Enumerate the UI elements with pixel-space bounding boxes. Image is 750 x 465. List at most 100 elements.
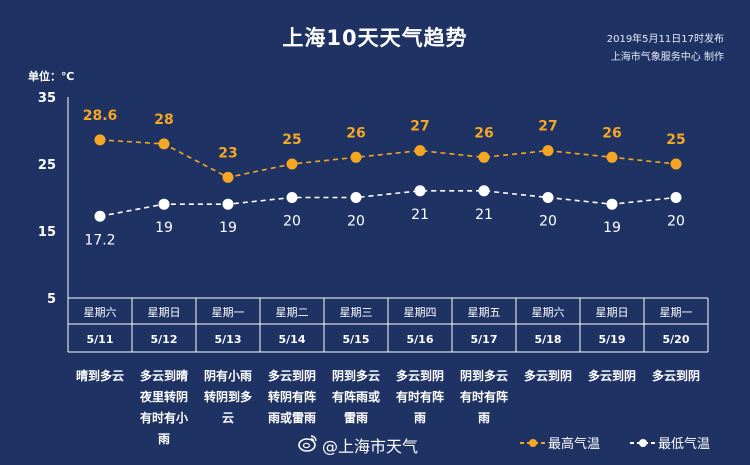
data-label-high: 25	[282, 132, 301, 148]
weather-desc: 阴到多云 有阵雨或 雷雨	[324, 366, 389, 429]
data-label-low: 17.2	[84, 232, 115, 248]
data-label-high: 26	[602, 125, 621, 141]
data-label-high: 27	[410, 119, 429, 135]
weather-desc-line: 多云到阴	[587, 369, 636, 383]
data-label-high: 28.6	[83, 108, 118, 124]
point-low	[670, 192, 682, 203]
point-low	[542, 192, 554, 203]
y-tick-label: 5	[47, 292, 56, 307]
point-high	[94, 134, 106, 146]
data-label-high: 26	[474, 125, 493, 141]
point-high	[158, 138, 170, 150]
data-label-high: 26	[346, 125, 365, 141]
weather-desc-line: 阴有小雨	[203, 369, 252, 383]
weather-desc-line: 多云到晴	[139, 369, 188, 383]
issue-time: 2019年5月11日17时发布	[606, 34, 724, 45]
point-high	[606, 151, 618, 163]
point-high	[414, 145, 426, 157]
data-label-low: 20	[283, 214, 301, 230]
weekday-label: 星期六	[84, 306, 117, 319]
date-label: 5/15	[343, 333, 370, 346]
data-label-low: 21	[411, 207, 429, 223]
weather-desc: 多云到阴	[580, 366, 645, 387]
weekday-label: 星期五	[468, 306, 501, 319]
weather-desc-line: 有时有小	[139, 411, 188, 425]
data-label-high: 28	[154, 112, 173, 128]
data-label-high: 23	[218, 145, 237, 161]
date-label: 5/12	[151, 333, 178, 346]
weekday-label: 星期六	[532, 306, 565, 319]
point-low	[94, 210, 106, 222]
data-label-low: 21	[475, 207, 493, 223]
weather-desc-line: 阴到多云	[459, 369, 508, 383]
data-label-low: 19	[603, 220, 621, 236]
weekday-label: 星期四	[404, 306, 437, 319]
weather-desc: 阴有小雨 转阴到多云	[196, 366, 261, 429]
date-label: 5/17	[471, 333, 498, 346]
weather-desc: 多云到阴转阴有阵雨或雷雨	[260, 366, 325, 429]
point-low	[478, 185, 490, 197]
unit-label: 单位：℃	[28, 70, 75, 83]
date-label: 5/11	[87, 333, 114, 346]
weather-desc: 多云到阴	[516, 366, 581, 387]
weibo-icon	[298, 435, 317, 452]
weather-desc-line: 转阴有阵	[267, 390, 316, 404]
point-high	[286, 158, 298, 170]
weather-desc-line: 多云到阴	[523, 369, 572, 383]
weather-desc-line: 雨	[157, 432, 170, 446]
data-label-low: 20	[347, 214, 365, 230]
series-line-high	[99, 139, 677, 179]
weather-desc-line: 多云到阴	[651, 369, 700, 383]
point-low	[606, 198, 618, 210]
weather-desc-line: 多云到阴	[267, 369, 316, 383]
point-low	[222, 198, 234, 210]
weather-desc-line: 雨或雷雨	[267, 411, 316, 425]
weather-desc-line: 阴到多云	[331, 369, 380, 383]
date-label: 5/20	[663, 333, 690, 346]
weather-desc: 晴到多云	[68, 366, 133, 387]
y-tick-label: 35	[38, 91, 56, 106]
producer: 上海市气象服务中心 制作	[610, 52, 724, 63]
weather-desc: 多云到阴	[644, 366, 709, 387]
watermark: @上海市天气	[322, 437, 419, 456]
y-tick-label: 15	[38, 225, 56, 240]
data-label-low: 19	[219, 220, 237, 236]
weather-desc-line: 云	[221, 411, 234, 425]
weather-desc: 多云到晴夜里转阴有时有小雨	[132, 366, 197, 450]
point-low	[350, 192, 362, 203]
weather-desc-line: 雨	[477, 411, 490, 425]
weather-desc-line: 多云到阴	[395, 369, 444, 383]
point-high	[670, 158, 682, 170]
data-label-high: 25	[666, 132, 685, 148]
data-label-low: 20	[667, 214, 685, 230]
date-label: 5/18	[535, 333, 562, 346]
data-label-low: 19	[155, 220, 173, 236]
chart-title: 上海10天天气趋势	[282, 26, 468, 50]
point-high	[350, 151, 362, 163]
date-label: 5/13	[215, 333, 242, 346]
weather-desc-line: 有时有阵	[395, 390, 444, 404]
data-label-high: 27	[538, 119, 557, 135]
weather-desc-line: 有阵雨或	[331, 390, 380, 404]
point-low	[414, 185, 426, 197]
point-high	[222, 171, 234, 183]
weather-desc-line: 晴到多云	[75, 369, 124, 383]
point-high	[478, 151, 490, 163]
weather-desc-line: 有时有阵	[459, 390, 508, 404]
weekday-label: 星期日	[596, 306, 629, 319]
weather-desc: 多云到阴 有时有阵雨	[388, 366, 453, 429]
legend-low-marker	[630, 439, 656, 447]
weekday-label: 星期二	[276, 306, 309, 319]
weekday-label: 星期一	[660, 306, 693, 319]
point-low	[286, 192, 298, 203]
point-low	[158, 198, 170, 210]
weather-desc-line: 转阴到多	[203, 390, 252, 404]
weather-desc-line: 夜里转阴	[139, 390, 188, 404]
weather-desc-line: 雨	[413, 411, 426, 425]
date-label: 5/16	[407, 333, 434, 346]
weekday-label: 星期一	[212, 306, 245, 319]
legend-high-marker	[520, 439, 546, 447]
y-tick-label: 25	[38, 158, 56, 173]
legend-high-label: 最高气温	[548, 437, 601, 452]
